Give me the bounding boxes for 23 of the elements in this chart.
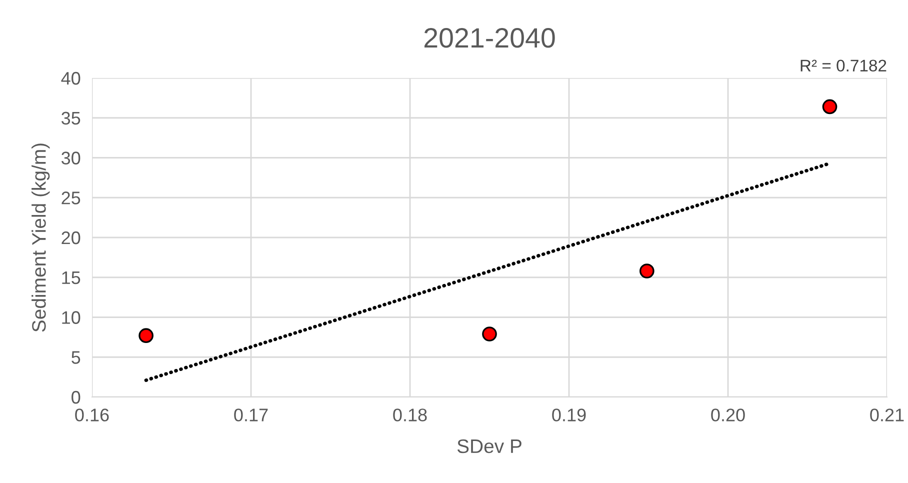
y-axis-title: Sediment Yield (kg/m) [32, 144, 50, 332]
y-tick-label: 35 [61, 112, 80, 125]
y-tick-label: 5 [72, 351, 80, 364]
y-tick-label: 10 [62, 311, 80, 324]
y-tick-label: 30 [61, 152, 80, 164]
y-tick-label: 20 [62, 231, 80, 244]
x-tick-label: 0.21 [870, 408, 904, 422]
x-axis-title: SDev P [457, 439, 522, 454]
chart-title: 2021-2040 [424, 28, 555, 48]
point [138, 328, 154, 344]
y-tick-label: 0 [72, 390, 80, 404]
y-tick-label: 25 [62, 192, 80, 204]
point [639, 264, 654, 278]
point [482, 326, 497, 342]
x-tick-label: 0.19 [552, 408, 586, 422]
text: R² = 0.7182 [800, 60, 886, 72]
point [822, 99, 838, 114]
x-tick-label: 0.20 [711, 408, 745, 422]
y-tick-label: 15 [62, 271, 80, 284]
y-tick-label: 40 [61, 72, 80, 85]
x-tick-label: 0.18 [393, 408, 427, 422]
x-tick-label: 0.17 [234, 408, 268, 422]
x-tick-label: 0.16 [75, 408, 109, 422]
